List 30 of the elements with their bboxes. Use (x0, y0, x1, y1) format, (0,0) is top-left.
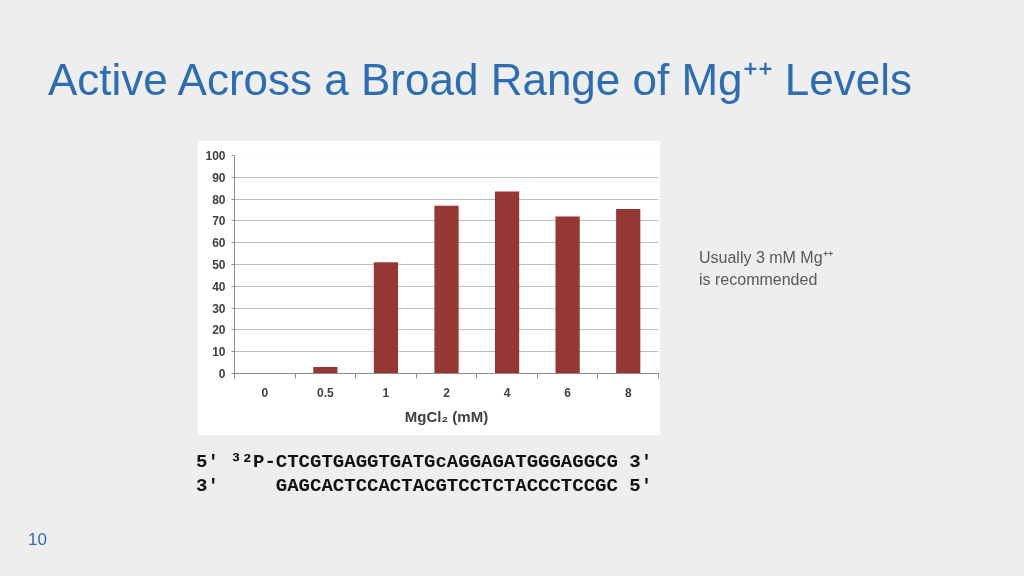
x-tick-label: 0 (261, 385, 269, 400)
text: 3′ GAGCACTCCACTACGTCCTCTACCCTCCGC 5′ (196, 474, 653, 497)
bar (373, 262, 399, 374)
y-tick-label: 30 (212, 301, 226, 316)
bar (494, 191, 520, 374)
y-tick-label: 50 (212, 258, 226, 272)
x-tick-label: 0.5 (317, 385, 335, 400)
text: 5′ ³²P-CTCGTGAGGTGATGcAGGAGATGGGAGGCG 3′ (196, 451, 653, 473)
bar (555, 216, 580, 374)
x-axis-title: MgCl₂ (mM) (404, 407, 489, 425)
y-tick-label: 90 (212, 170, 226, 185)
x-tick-label: 6 (564, 385, 572, 400)
y-tick-label: 70 (212, 214, 226, 229)
x-tick-label: 1 (382, 385, 390, 400)
bar (434, 205, 459, 374)
y-tick-label: 20 (212, 323, 226, 338)
bar (313, 366, 338, 374)
x-tick-label: 2 (443, 385, 451, 400)
x-tick-label: 4 (503, 385, 511, 400)
y-tick-label: 10 (212, 345, 226, 360)
bar (616, 208, 641, 374)
chart-title: Active Across a Broad Range of Mg⁺⁺ Levels (48, 55, 912, 104)
y-tick-label: 80 (212, 192, 226, 207)
text: 10 (28, 530, 47, 551)
text: Usually 3 mM Mg⁺⁺ is recommended (699, 248, 834, 291)
y-tick-label: 60 (212, 236, 226, 251)
y-tick-label: 100 (205, 149, 226, 163)
y-tick-label: 40 (212, 279, 226, 294)
x-tick-label: 8 (624, 385, 632, 400)
y-tick-label: 0 (218, 367, 226, 381)
